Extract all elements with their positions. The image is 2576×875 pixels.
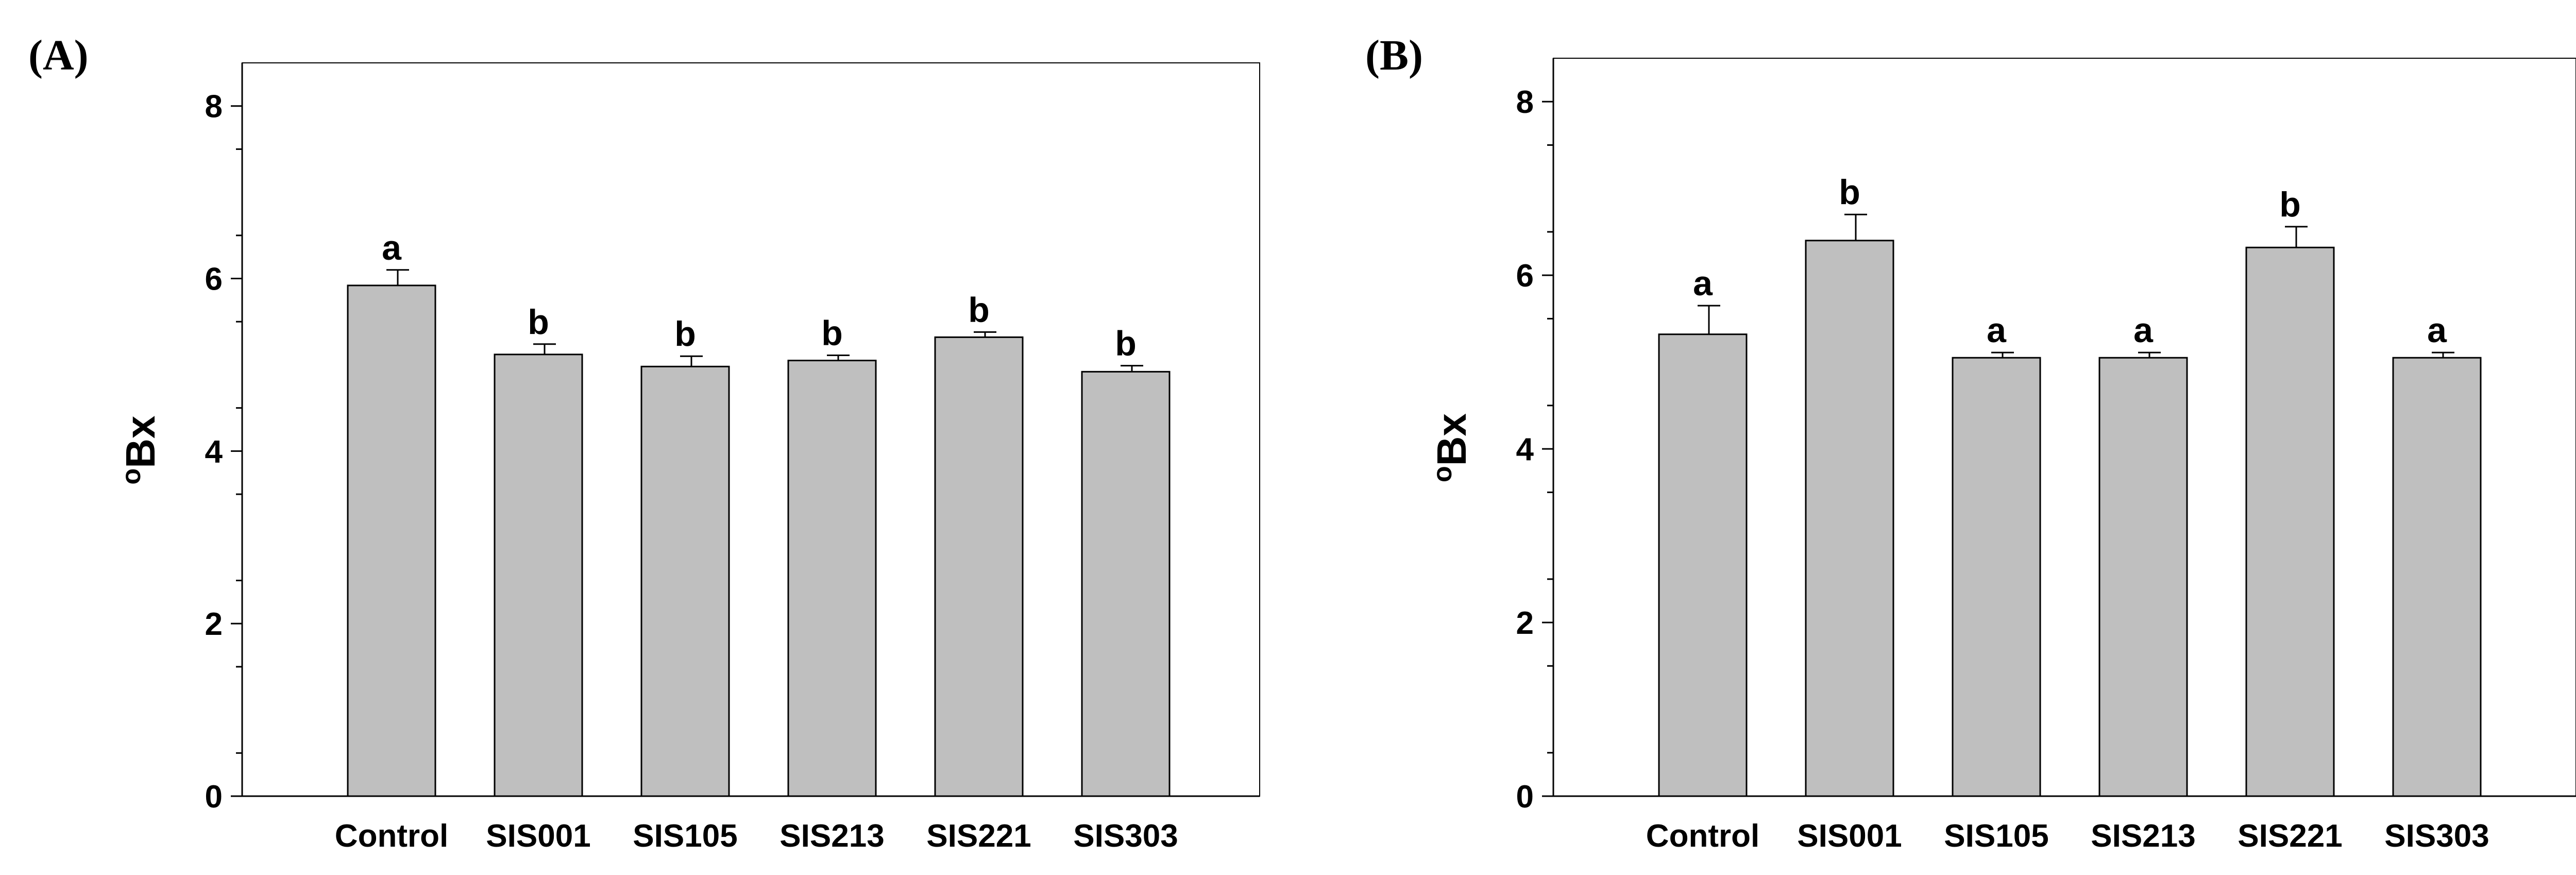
significance-letter: b: [1839, 173, 1860, 212]
bar-sis105: [1952, 357, 2041, 797]
x-tick-label: SIS221: [926, 818, 1031, 854]
panel-label: (B): [1365, 31, 1423, 79]
x-tick-label: SIS221: [2238, 818, 2342, 854]
bar-control: [347, 284, 436, 797]
y-tick-label: 2: [205, 607, 223, 642]
panel-label: (A): [28, 31, 89, 79]
x-tick-label: SIS001: [1797, 818, 1902, 854]
y-tick-label: 0: [1516, 779, 1534, 815]
y-axis-label-text: Bx: [117, 415, 163, 468]
significance-letter: b: [968, 290, 990, 329]
x-tick-label: SIS303: [2384, 818, 2489, 854]
bar-sis001: [1805, 240, 1894, 797]
significance-letter: b: [674, 314, 696, 354]
significance-letter: a: [2133, 311, 2154, 350]
significance-letter: a: [1987, 311, 2007, 350]
y-tick-label: 6: [1516, 258, 1534, 294]
x-tick-label: SIS105: [1944, 818, 2048, 854]
chart-panel-b: (B) oBx 0 2 4 6 8 a Control b SIS001 a SIS105 a SIS213…: [1365, 31, 2576, 854]
y-tick-label: 0: [205, 779, 223, 815]
bar-sis303: [1081, 371, 1171, 797]
significance-letter: b: [1115, 324, 1137, 363]
x-tick-label: Control: [335, 818, 448, 854]
x-tick-label: SIS105: [633, 818, 737, 854]
significance-letter: b: [528, 302, 549, 342]
y-tick-label: 2: [1516, 605, 1534, 641]
significance-letter: a: [382, 228, 402, 267]
y-axis-label: oBx: [1428, 413, 1475, 482]
y-tick-label: 6: [205, 262, 223, 297]
bar-sis105: [640, 365, 730, 797]
significance-letter: a: [2427, 311, 2447, 350]
x-tick-label: SIS213: [2091, 818, 2195, 854]
bar-sis221: [934, 336, 1024, 797]
y-tick-label: 8: [1516, 85, 1534, 120]
y-axis-label-text: Bx: [1429, 413, 1475, 466]
y-axis-label-superscript: o: [1428, 466, 1458, 482]
x-tick-label: SIS303: [1073, 818, 1178, 854]
bar-sis213: [2098, 357, 2188, 797]
y-tick-label: 8: [205, 89, 223, 125]
bar-sis221: [2245, 246, 2335, 797]
significance-letter: a: [1693, 264, 1713, 303]
y-tick-label: 4: [205, 434, 223, 469]
bar-sis303: [2392, 357, 2482, 797]
bar-sis001: [494, 354, 583, 797]
x-tick-label: SIS001: [486, 818, 590, 854]
chart-panel-a: (A) oBx 0 2 4 6 8 a Control b SIS001 b SIS105 b SIS213…: [28, 31, 1260, 854]
significance-letter: b: [821, 314, 843, 353]
x-tick-label: Control: [1646, 818, 1759, 854]
bar-sis213: [787, 360, 877, 797]
significance-letter: b: [2279, 185, 2301, 224]
y-axis-label-superscript: o: [116, 468, 146, 485]
bar-control: [1658, 333, 1748, 797]
y-tick-label: 4: [1516, 432, 1534, 467]
x-tick-label: SIS213: [779, 818, 884, 854]
y-axis-label: oBx: [116, 415, 163, 484]
